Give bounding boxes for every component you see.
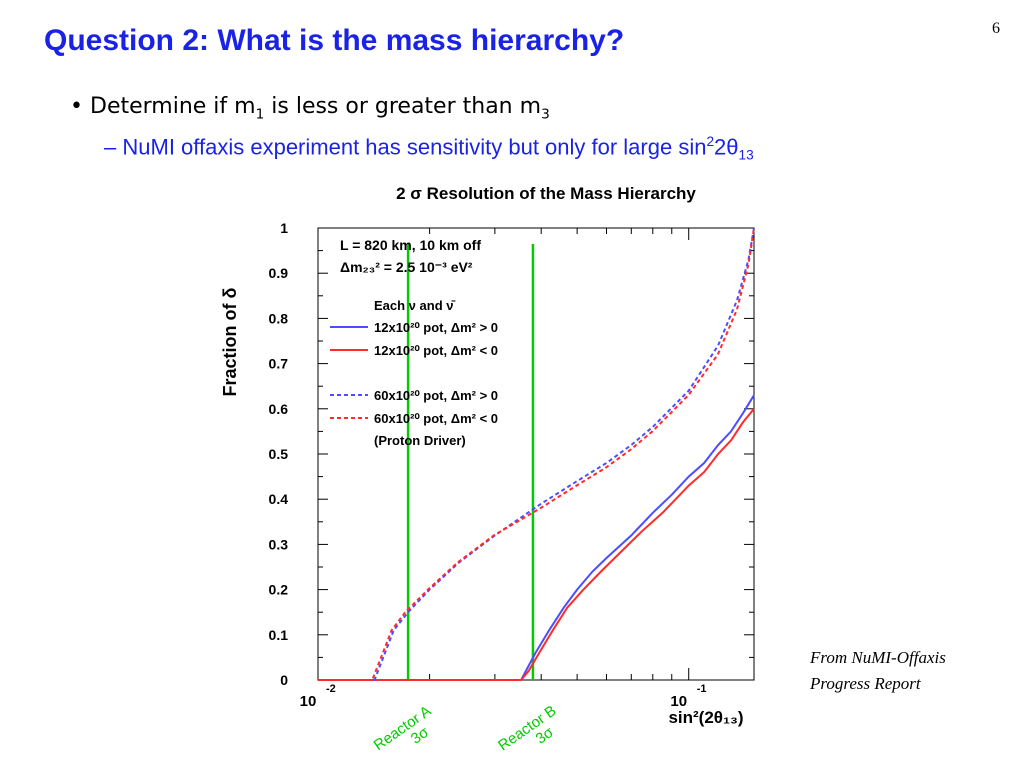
y-tick-label: 0.4 <box>269 491 289 507</box>
reactor-label-2: Reactor B3σ <box>495 702 559 754</box>
bullet1-subscript-3: 3 <box>541 106 550 123</box>
y-tick-label: 0.5 <box>269 446 289 462</box>
bullet1-subscript-1: 1 <box>255 106 265 123</box>
annotation-delta-m: Δm₂₃² = 2.5 10⁻³ eV² <box>340 259 473 275</box>
legend-label-1: 12x10²⁰ pot, Δm² > 0 <box>374 320 498 335</box>
y-tick-label: 0.8 <box>269 310 289 326</box>
series-line-2 <box>318 408 755 681</box>
y-tick-label: 0.7 <box>269 356 289 372</box>
annotation-baseline: L = 820 km, 10 km off <box>340 237 481 253</box>
legend-label-4: 60x10²⁰ pot, Δm² < 0 <box>374 411 498 426</box>
series-line-3 <box>318 227 755 681</box>
plot-frame <box>317 227 755 681</box>
annotation-each-nu: Each ν and ν̄ <box>374 298 455 313</box>
series-line-4 <box>318 227 755 681</box>
y-tick-label: 1 <box>280 220 288 236</box>
bullet1-text-middle: is less or greater than m <box>264 94 542 119</box>
bullet-dot: • <box>70 94 83 119</box>
y-tick-label: 0 <box>280 672 288 688</box>
annotation-proton-driver: (Proton Driver) <box>374 433 466 448</box>
sub-bullet-theta: 2θ <box>714 134 739 160</box>
sub-bullet-text-prefix: NuMI offaxis experiment has sensitivity … <box>122 134 707 160</box>
bullet-determine-mass-order: • Determine if m1 is less or greater than… <box>70 94 550 122</box>
legend-label-2: 12x10²⁰ pot, Δm² < 0 <box>374 343 498 358</box>
x-tick-label-base: 10 <box>300 693 317 710</box>
y-tick-label: 0.6 <box>269 401 289 417</box>
page-number: 6 <box>992 20 1000 37</box>
source-note-line-2: Progress Report <box>810 674 921 693</box>
bullet1-text-prefix: Determine if m <box>90 94 256 119</box>
source-note-line-1: From NuMI-Offaxis <box>810 648 946 667</box>
sub-bullet-dash: – <box>104 134 117 160</box>
reactor-label-1: Reactor A3σ <box>371 702 435 754</box>
x-tick-label-exponent: -1 <box>697 683 707 695</box>
x-tick-label-base: 10 <box>670 693 687 710</box>
source-note: From NuMI-Offaxis Progress Report <box>810 645 946 697</box>
legend-label-3: 60x10²⁰ pot, Δm² > 0 <box>374 388 498 403</box>
y-axis-label: Fraction of δ <box>220 287 240 396</box>
sub-bullet-superscript: 2 <box>706 134 715 149</box>
y-tick-label: 0.2 <box>269 582 289 598</box>
x-tick-label-exponent: -2 <box>326 683 336 695</box>
x-axis-label: sin²(2θ₁₃) <box>668 708 743 727</box>
y-tick-label: 0.3 <box>269 536 289 552</box>
slide-title: Question 2: What is the mass hierarchy? <box>44 24 625 57</box>
y-tick-label: 0.9 <box>269 265 289 281</box>
chart-title: 2 σ Resolution of the Mass Hierarchy <box>396 184 696 203</box>
sub-bullet-subscript: 13 <box>738 147 754 163</box>
sub-bullet-numi-sensitivity: – NuMI offaxis experiment has sensitivit… <box>104 134 754 163</box>
y-tick-label: 0.1 <box>269 627 289 643</box>
series-line-1 <box>318 394 755 681</box>
